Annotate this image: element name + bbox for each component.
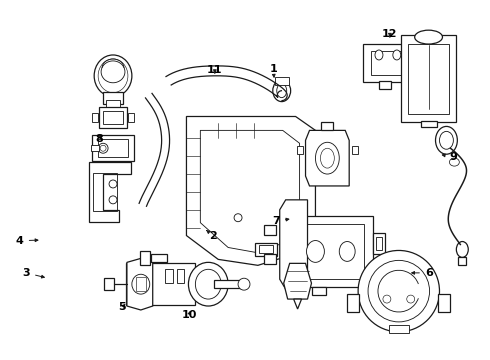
Ellipse shape: [383, 295, 391, 303]
Bar: [371, 51, 407, 75]
Bar: [259, 246, 273, 253]
Ellipse shape: [393, 50, 401, 60]
Ellipse shape: [196, 269, 221, 299]
Text: 6: 6: [412, 268, 433, 278]
Bar: [99, 107, 127, 129]
Polygon shape: [284, 264, 312, 299]
Polygon shape: [294, 299, 301, 309]
Ellipse shape: [358, 251, 440, 332]
Polygon shape: [187, 117, 316, 265]
Bar: [165, 269, 172, 283]
Text: 3: 3: [23, 268, 44, 278]
Text: 12: 12: [382, 29, 398, 39]
Ellipse shape: [449, 158, 459, 166]
Bar: [373, 233, 385, 255]
Text: 7: 7: [272, 216, 289, 226]
Bar: [313, 287, 326, 295]
Bar: [264, 255, 276, 264]
Ellipse shape: [100, 145, 106, 151]
Ellipse shape: [456, 242, 468, 257]
Bar: [321, 122, 333, 130]
Bar: [458, 257, 466, 265]
Text: 11: 11: [207, 65, 222, 75]
Ellipse shape: [101, 61, 125, 83]
Text: 10: 10: [181, 310, 197, 320]
Ellipse shape: [132, 274, 150, 294]
Bar: [126, 264, 196, 305]
Bar: [98, 139, 128, 157]
Bar: [389, 325, 409, 333]
Ellipse shape: [316, 142, 339, 174]
Ellipse shape: [273, 80, 291, 102]
Bar: [92, 113, 98, 122]
Ellipse shape: [277, 84, 287, 98]
Ellipse shape: [320, 148, 334, 168]
Bar: [420, 121, 437, 127]
Bar: [151, 255, 167, 262]
Ellipse shape: [440, 131, 453, 149]
Ellipse shape: [368, 260, 430, 322]
Bar: [412, 53, 426, 73]
Bar: [408, 44, 449, 113]
Ellipse shape: [415, 30, 442, 44]
Bar: [103, 111, 123, 125]
Bar: [128, 113, 134, 122]
Bar: [103, 92, 123, 104]
Bar: [352, 146, 358, 154]
Text: 2: 2: [207, 230, 217, 241]
Ellipse shape: [307, 240, 324, 262]
Ellipse shape: [109, 196, 117, 204]
Ellipse shape: [375, 50, 383, 60]
Bar: [296, 146, 302, 154]
Bar: [415, 56, 422, 70]
Bar: [93, 173, 117, 211]
Ellipse shape: [407, 295, 415, 303]
Ellipse shape: [189, 262, 228, 306]
Text: 8: 8: [95, 134, 103, 144]
Bar: [286, 216, 373, 287]
Bar: [255, 243, 277, 256]
Bar: [363, 44, 415, 82]
Bar: [104, 278, 114, 290]
Text: 4: 4: [16, 236, 38, 246]
Bar: [106, 100, 120, 108]
Bar: [294, 224, 364, 279]
Ellipse shape: [339, 242, 355, 261]
Text: 9: 9: [442, 152, 457, 162]
Bar: [347, 294, 359, 312]
Bar: [176, 269, 184, 283]
Bar: [136, 277, 146, 291]
Text: 1: 1: [270, 64, 277, 77]
Ellipse shape: [238, 278, 250, 290]
Ellipse shape: [265, 230, 271, 235]
Bar: [140, 251, 150, 265]
Ellipse shape: [98, 143, 108, 153]
Polygon shape: [306, 130, 349, 186]
Bar: [275, 77, 289, 85]
Bar: [91, 145, 99, 151]
Bar: [376, 237, 382, 251]
Bar: [264, 225, 276, 235]
Bar: [401, 35, 456, 122]
Polygon shape: [89, 162, 131, 222]
Bar: [379, 81, 391, 89]
Text: 5: 5: [119, 302, 126, 312]
Bar: [92, 135, 134, 161]
Ellipse shape: [94, 55, 132, 96]
Bar: [439, 294, 450, 312]
Bar: [214, 280, 242, 288]
Ellipse shape: [234, 214, 242, 222]
Ellipse shape: [109, 180, 117, 188]
Ellipse shape: [436, 126, 457, 154]
Polygon shape: [127, 258, 153, 310]
Polygon shape: [280, 200, 308, 289]
